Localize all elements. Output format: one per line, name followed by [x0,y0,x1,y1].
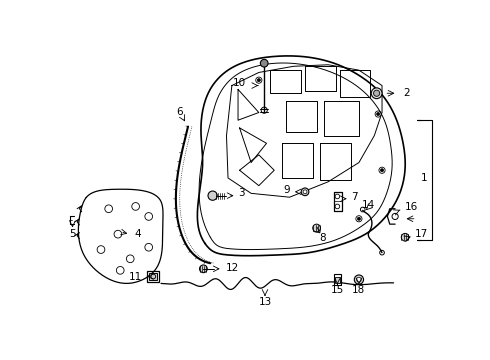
Circle shape [313,224,320,232]
Text: 7: 7 [351,192,358,202]
Text: 16: 16 [405,202,418,212]
Circle shape [381,169,384,172]
Text: 8: 8 [319,233,326,243]
Text: 10: 10 [233,78,245,88]
Circle shape [199,265,207,273]
Circle shape [377,112,380,116]
Bar [147,271,159,282]
Text: 4: 4 [134,229,141,239]
Circle shape [373,90,380,96]
Bar [149,274,157,280]
Text: 15: 15 [331,285,344,294]
Text: 17: 17 [415,229,428,239]
Text: 13: 13 [258,297,271,307]
Circle shape [257,78,260,82]
Text: 1: 1 [421,173,428,183]
Text: 9: 9 [284,185,291,195]
Circle shape [371,88,382,99]
Text: 6: 6 [176,108,183,117]
Text: 12: 12 [226,263,239,273]
Circle shape [301,188,309,195]
Text: 11: 11 [128,271,142,282]
Circle shape [357,217,361,220]
Circle shape [208,191,217,200]
Circle shape [303,190,307,194]
Circle shape [354,275,364,284]
Text: 3: 3 [238,188,245,198]
Text: 18: 18 [352,285,366,294]
Circle shape [357,277,361,282]
Text: 14: 14 [362,200,375,210]
Bar [335,276,340,283]
Circle shape [260,59,268,67]
Circle shape [401,233,409,241]
Text: 2: 2 [404,88,410,98]
Text: 5: 5 [69,229,76,239]
Bar [334,274,341,285]
